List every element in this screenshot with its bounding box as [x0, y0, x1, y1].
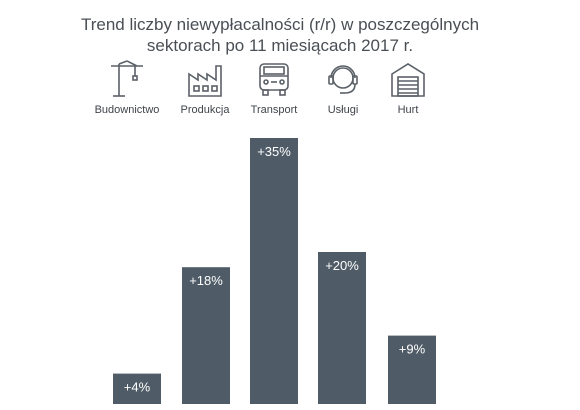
sector-label: Transport [250, 104, 298, 116]
sector-transport: Transport [229, 60, 319, 116]
sector-label: Hurt [397, 104, 419, 116]
sector-label: Budownictwo [94, 104, 160, 116]
truck-icon [259, 63, 289, 96]
warehouse-icon [391, 63, 425, 97]
sector-budownictwo: Budownictwo [82, 60, 172, 116]
sector-produkcja: Produkcja [160, 60, 250, 116]
sector-label: Produkcja [180, 104, 230, 116]
bar-hurt [388, 335, 436, 404]
headset-icon [328, 65, 358, 94]
bar-transport [250, 138, 298, 404]
chart-title-line-1: Trend liczby niewypłacalności (r/r) w po… [80, 15, 480, 34]
factory-icon [188, 65, 222, 97]
bar-budownictwo [113, 373, 161, 404]
sector-hurt: Hurt [363, 60, 453, 116]
data-label-hurt: +9% [399, 342, 426, 357]
chart-title-line-2: sektorach po 11 miesiącach 2017 r. [146, 36, 414, 55]
crane-icon [111, 60, 143, 97]
data-label-produkcja: +18% [189, 273, 223, 288]
data-label-usługi: +20% [325, 258, 359, 273]
bar-produkcja [182, 267, 230, 404]
sector-label: Usługi [327, 104, 359, 116]
data-label-transport: +35% [257, 144, 291, 159]
data-label-budownictwo: +4% [124, 380, 151, 395]
bar-usługi [318, 252, 366, 404]
sector-uslugi: Usługi [298, 60, 388, 116]
chart-title: Trend liczby niewypłacalności (r/r) w po… [60, 14, 500, 56]
